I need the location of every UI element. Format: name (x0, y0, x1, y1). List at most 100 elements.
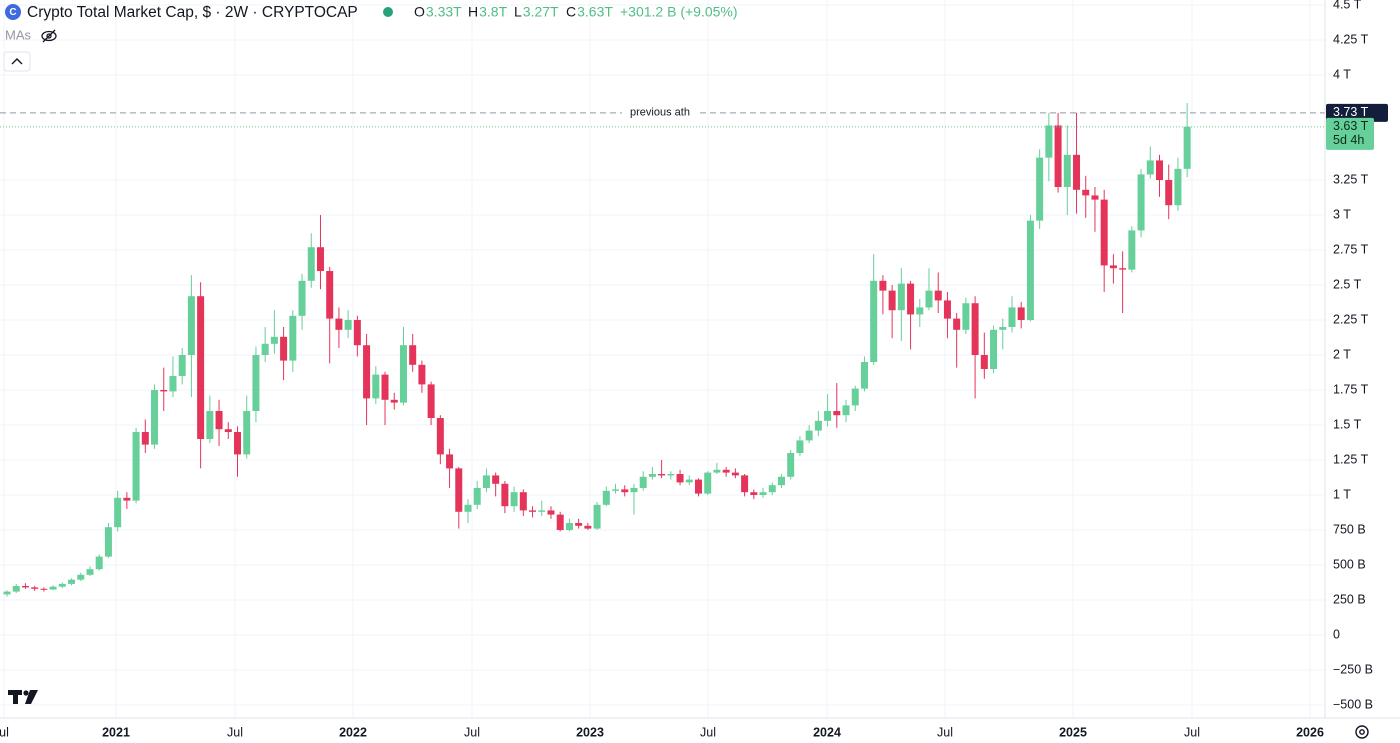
candle-body (934, 290, 942, 301)
candle-body (372, 374, 380, 399)
y-tick-label: 4.25 T (1333, 32, 1369, 46)
candle-body (519, 492, 527, 511)
candle-body (114, 497, 122, 528)
ohlc-key: H (468, 4, 478, 20)
reference-price-label: 3.73 T (1333, 105, 1369, 119)
candle-body (990, 329, 998, 370)
candle-body (501, 483, 509, 507)
candle-body (1119, 268, 1127, 270)
candle-body (224, 429, 232, 433)
candle-body (1026, 220, 1034, 321)
y-tick-label: 4.5 T (1333, 0, 1362, 11)
candle-body (1063, 154, 1071, 188)
candle-body (58, 583, 66, 587)
y-tick-label: 3 T (1333, 207, 1351, 221)
candle-body (335, 318, 343, 330)
candle-body (565, 522, 573, 530)
candle-body (814, 420, 822, 431)
candle-body (713, 469, 721, 473)
x-tick-label: 2022 (339, 725, 367, 739)
countdown-label: 5d 4h (1333, 133, 1364, 147)
candle-body (870, 280, 878, 363)
last-price-box (1326, 117, 1374, 150)
candle-body (197, 296, 205, 440)
candle-body (777, 476, 785, 486)
x-tick-label: ul (0, 725, 9, 739)
candle-body (1045, 125, 1053, 158)
candle-body (759, 492, 767, 495)
y-tick-label: 4 T (1333, 67, 1351, 81)
x-tick-label: Jul (227, 725, 243, 739)
candle-body (455, 468, 463, 512)
candle-body (1183, 126, 1191, 169)
candle-body (1017, 307, 1025, 321)
reference-text-bg (622, 105, 698, 120)
candle-body (270, 336, 278, 344)
y-tick-label: 750 B (1333, 522, 1366, 536)
candle-body (261, 343, 269, 356)
y-tick-label: 250 B (1333, 592, 1366, 606)
candle-body (1165, 180, 1173, 206)
candle-body (879, 280, 887, 291)
candle-body (510, 492, 518, 507)
candle-body (381, 374, 389, 400)
candle-body (593, 504, 601, 529)
candle-body (77, 574, 85, 580)
x-tick-label: 2024 (813, 725, 841, 739)
candle-body (307, 247, 315, 281)
x-tick-label: Jul (937, 725, 953, 739)
y-tick-label: 2.5 T (1333, 277, 1362, 291)
chart-title[interactable]: Crypto Total Market Cap, $ · 2W · CRYPTO… (27, 4, 358, 21)
collapse-button[interactable] (3, 51, 31, 72)
candle-body (446, 454, 454, 469)
candle-body (630, 487, 638, 493)
x-tick-label: 2026 (1296, 725, 1324, 739)
candle-body (971, 303, 979, 356)
candle-body (280, 336, 288, 361)
candle-body (482, 475, 490, 488)
ohlc-value: 3.8T (479, 4, 507, 20)
candle-body (104, 527, 112, 557)
candle-body (464, 504, 472, 512)
candle-body (95, 556, 103, 570)
candle-body (639, 476, 647, 488)
ohlc-value: 3.27T (523, 4, 559, 20)
ohlc-key: L (514, 4, 522, 20)
candle-body (31, 587, 39, 589)
candle-body (722, 469, 730, 473)
candle-body (824, 411, 832, 421)
candle-body (658, 474, 666, 476)
settings-icon[interactable] (1355, 725, 1369, 739)
y-tick-label: 1.75 T (1333, 382, 1369, 396)
candle-body (234, 432, 241, 455)
candle-body (178, 355, 186, 377)
candle-body (1054, 125, 1062, 188)
candle-body (363, 345, 371, 399)
y-tick-label: 500 B (1333, 557, 1366, 571)
candle-body (685, 479, 693, 483)
candle-body (326, 271, 334, 319)
candle-body (68, 579, 76, 584)
candle-body (916, 307, 924, 315)
x-tick-label: Jul (464, 725, 480, 739)
candle-body (1137, 174, 1145, 231)
visibility-icon[interactable] (41, 29, 57, 43)
candle-body (473, 487, 481, 505)
candle-body (612, 489, 620, 491)
candle-body (169, 376, 177, 392)
candle-body (86, 569, 94, 575)
candle-body (538, 510, 546, 512)
candle-body (1082, 189, 1090, 196)
candle-body (1073, 154, 1081, 190)
candle-body (409, 345, 417, 365)
candle-body (556, 514, 564, 530)
candle-body (1156, 160, 1163, 181)
tradingview-logo[interactable] (8, 690, 38, 704)
reference-price-box (1326, 103, 1388, 122)
market-status[interactable] (383, 7, 393, 17)
indicator-label[interactable]: MAs (5, 27, 32, 42)
candle-body (833, 411, 841, 416)
candle-body (648, 474, 656, 477)
change: +301.2 B (+9.05%) (620, 4, 738, 20)
ohlc-value: 3.33T (426, 4, 462, 20)
